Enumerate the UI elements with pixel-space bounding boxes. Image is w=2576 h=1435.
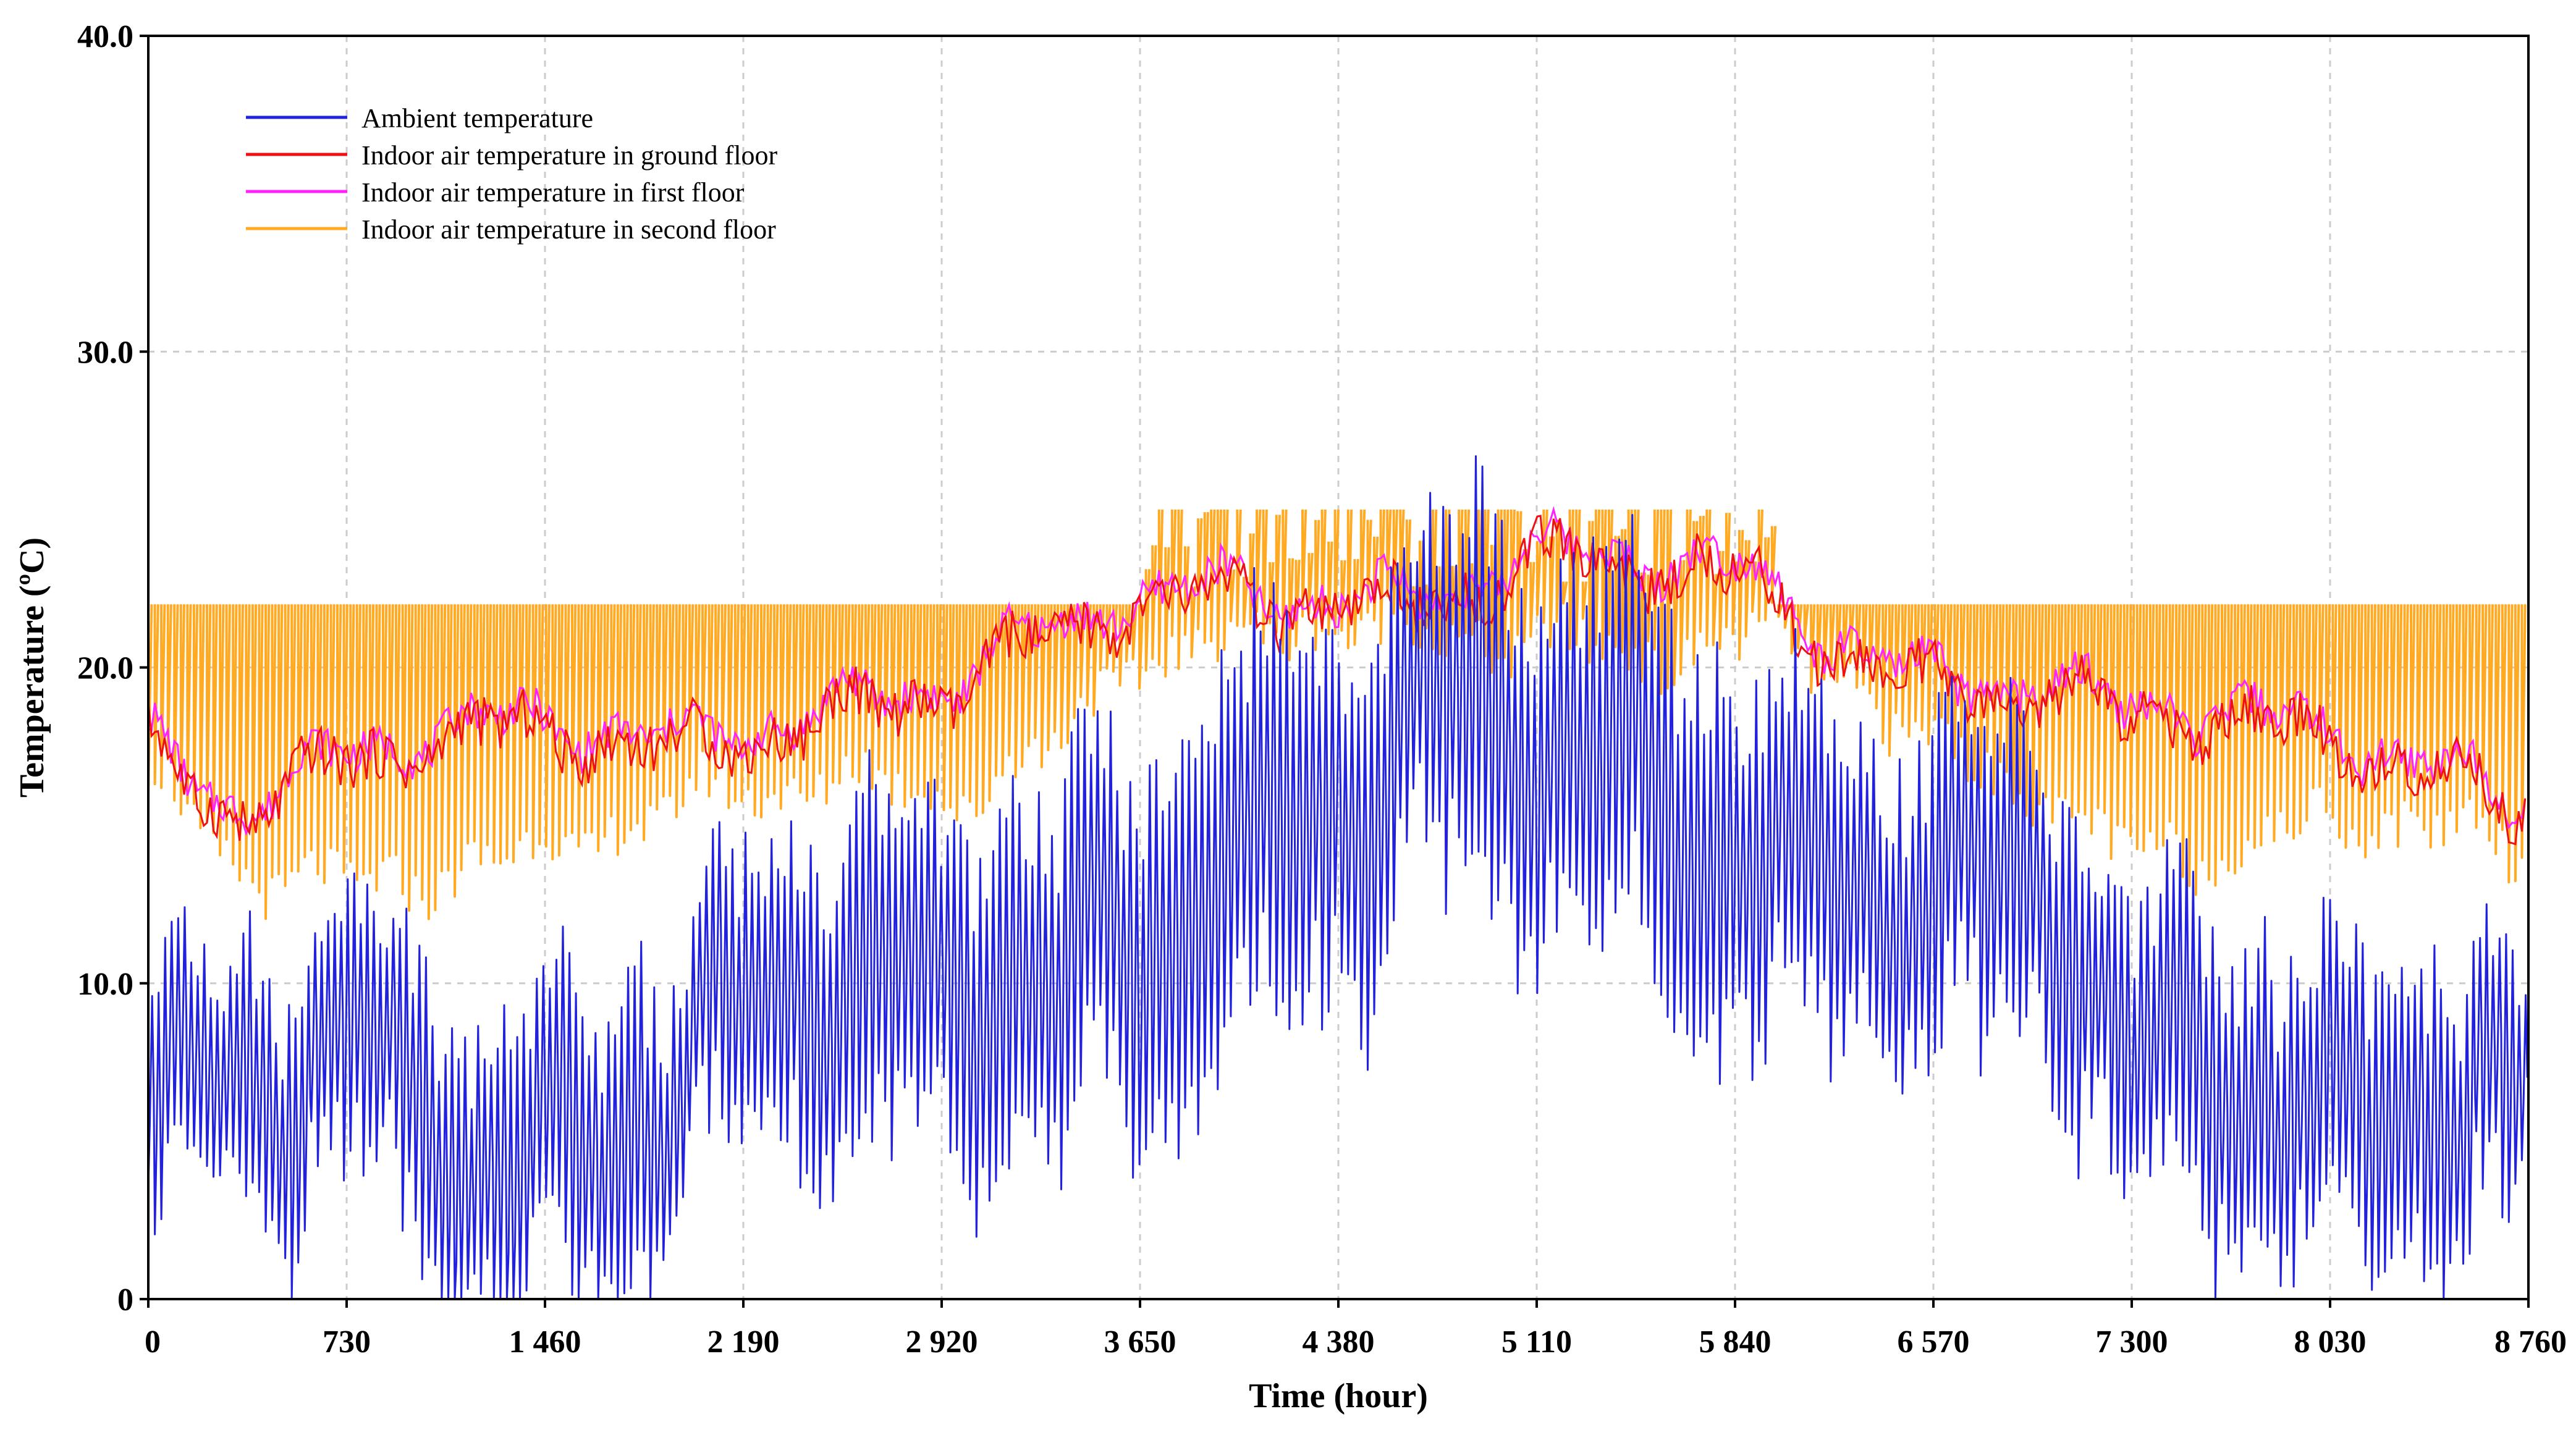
legend: Ambient temperature Indoor air temperatur… [246,103,778,245]
legend-label: Indoor air temperature in second floor [361,214,776,245]
x-tick-label: 5 110 [1501,1324,1572,1360]
x-tick-label: 5 840 [1699,1324,1772,1360]
ticks-layer: 0 10.0 20.0 30.0 40.0 0 730 1 460 2 190 2 920 3 65… [77,19,2567,1360]
x-tick-label: 8 760 [2494,1324,2567,1360]
x-tick-label: 6 570 [1898,1324,1970,1360]
x-tick-label: 3 650 [1104,1324,1176,1360]
legend-label: Indoor air temperature in ground floor [361,140,778,170]
y-tick-label: 30.0 [77,335,133,370]
y-tick-label: 40.0 [77,19,133,54]
y-axis-title: Temperature (ºC) [13,537,51,797]
y-tick-label: 20.0 [77,651,133,686]
series-ambient-line [147,455,2528,1300]
x-tick-label: 8 030 [2294,1324,2367,1360]
x-tick-label: 2 190 [707,1324,780,1360]
x-tick-label: 1 460 [509,1324,581,1360]
x-tick-label: 0 [145,1324,161,1360]
x-axis-title: Time (hour) [1249,1377,1428,1415]
legend-label: Indoor air temperature in first floor [361,177,745,208]
series-first-floor-line [148,506,2527,836]
x-tick-label: 7 300 [2096,1324,2168,1360]
x-tick-label: 4 380 [1303,1324,1375,1360]
y-tick-label: 10.0 [77,967,133,1002]
x-tick-label: 730 [323,1324,371,1360]
y-tick-label: 0 [117,1282,133,1318]
x-tick-label: 2 920 [906,1324,978,1360]
legend-label: Ambient temperature [361,103,593,133]
series-ground-floor-line [147,515,2527,846]
